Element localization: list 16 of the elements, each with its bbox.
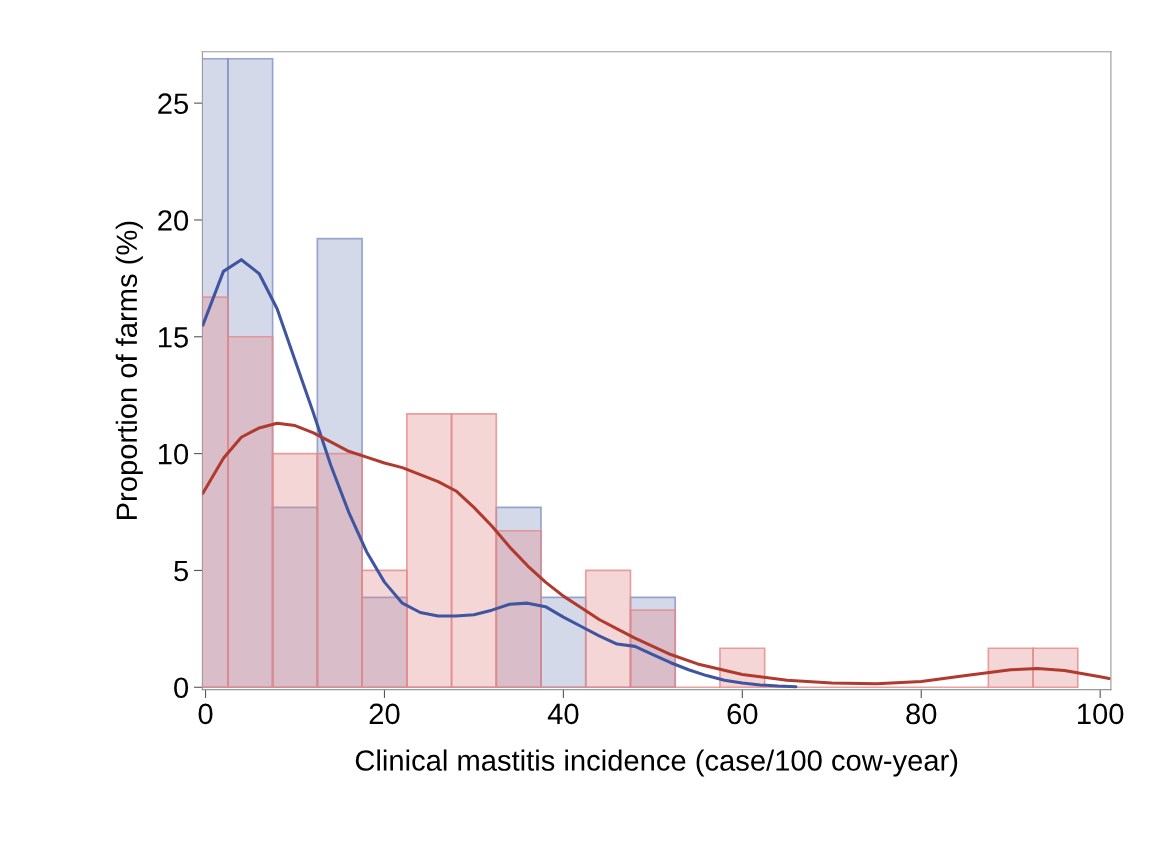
x-tick-label: 20 <box>369 703 400 725</box>
y-tick-label: 25 <box>158 93 188 114</box>
y-tick-label: 10 <box>158 443 189 465</box>
x-tick-label: 80 <box>906 703 937 725</box>
y-tick-label: 0 <box>174 677 189 699</box>
x-tick-label: 0 <box>198 703 213 725</box>
y-tick-label: 15 <box>158 327 188 348</box>
x-tick-label: 40 <box>547 703 579 725</box>
line-series <box>202 258 798 689</box>
y-tick-label: 5 <box>174 560 188 582</box>
y-axis-title: Proportion of farms (%) <box>115 221 143 519</box>
x-tick-label: 60 <box>727 703 758 725</box>
y-tick-label: 20 <box>158 210 189 231</box>
line-series <box>202 421 1111 686</box>
x-tick-label: 100 <box>1078 703 1124 725</box>
x-axis-title: Clinical mastitis incidence (case/100 cow-year) <box>355 749 958 777</box>
